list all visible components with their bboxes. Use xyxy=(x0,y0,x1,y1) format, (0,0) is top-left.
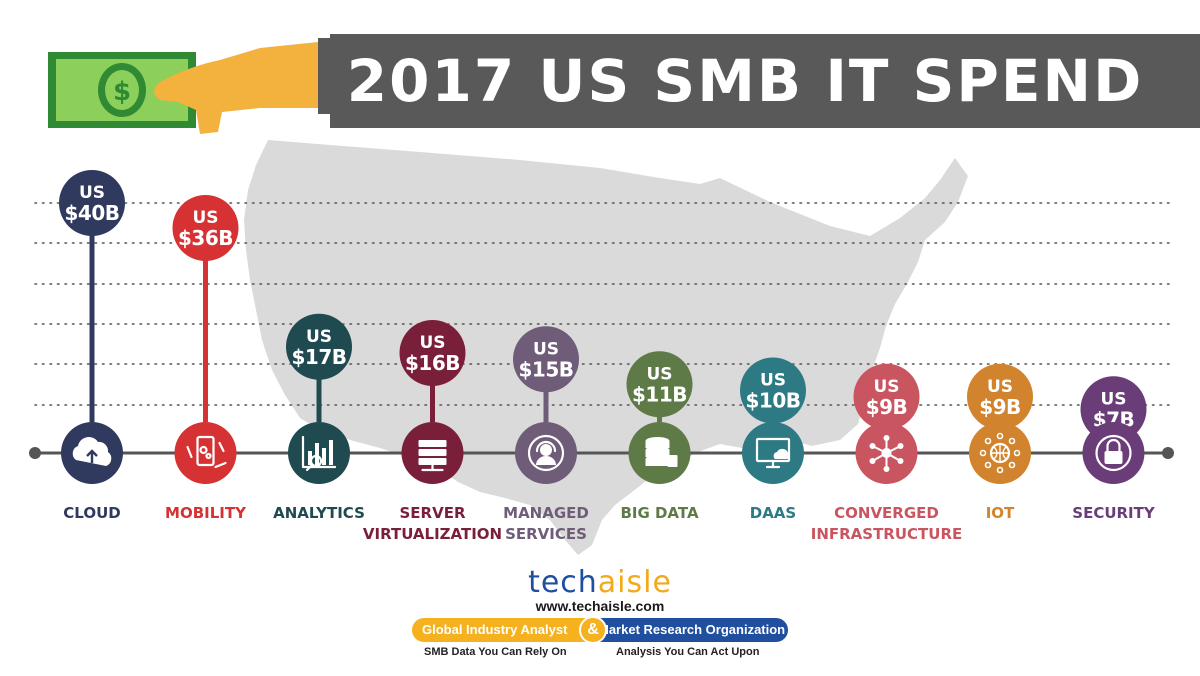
category-label: CONVERGED xyxy=(834,504,939,522)
logo-part-aisle: aisle xyxy=(597,565,672,600)
server-icon xyxy=(418,440,447,472)
tagline-left: SMB Data You Can Rely On xyxy=(424,646,567,658)
value-prefix-label: US xyxy=(1100,389,1126,409)
title-banner xyxy=(330,34,1200,128)
value-bubble xyxy=(626,351,693,418)
headset-icon xyxy=(527,434,565,472)
value-prefix-label: US xyxy=(760,371,786,391)
value-prefix-label: US xyxy=(533,339,559,359)
tagline-pill: Global Industry Analyst Market Research … xyxy=(412,616,788,644)
category-label: IOT xyxy=(986,504,1015,522)
pill-right-text: Market Research Organization xyxy=(598,618,788,642)
chart-bar-group: US$11B BIG DATA xyxy=(620,351,699,522)
value-bubble xyxy=(513,326,579,393)
pill-ampersand: & xyxy=(579,616,607,644)
axis-end-dot xyxy=(1162,447,1174,459)
value-prefix-label: US xyxy=(873,377,899,397)
globe-network-icon xyxy=(979,432,1021,474)
value-label: $11B xyxy=(632,382,687,406)
chart-bar-group: US$36B MOBILITY xyxy=(165,195,247,522)
value-prefix-label: US xyxy=(79,183,105,203)
value-prefix-label: US xyxy=(419,333,445,353)
category-label: VIRTUALIZATION xyxy=(363,525,502,543)
chart-bar-group: US$9B IOT xyxy=(967,363,1033,522)
category-label: CLOUD xyxy=(63,504,120,522)
category-label: MOBILITY xyxy=(165,504,247,522)
cloud-icon xyxy=(72,437,112,466)
page-title: 2017 US SMB IT SPEND xyxy=(346,47,1144,115)
axis-end-dot xyxy=(29,447,41,459)
value-bubble xyxy=(967,363,1033,430)
category-label: MANAGED xyxy=(503,504,589,522)
value-bubble xyxy=(172,195,239,261)
logo-part-tech: tech xyxy=(528,565,598,600)
category-label: ANALYTICS xyxy=(273,504,365,522)
value-label: $15B xyxy=(519,357,574,381)
value-label: $9B xyxy=(979,395,1021,419)
pill-left-text: Global Industry Analyst xyxy=(412,618,602,642)
category-label: SECURITY xyxy=(1072,504,1156,522)
category-icon-circle xyxy=(742,422,804,484)
logo-wordmark: techaisle xyxy=(400,566,800,600)
analytics-icon xyxy=(301,435,337,472)
value-bubble xyxy=(399,320,466,386)
category-label: INFRASTRUCTURE xyxy=(811,525,963,543)
chart-bar-group: US$10B DAAS xyxy=(740,357,806,522)
value-bubble xyxy=(286,313,352,380)
value-prefix-label: US xyxy=(646,364,672,384)
category-label: SERVICES xyxy=(505,525,587,543)
value-bubble xyxy=(59,170,125,236)
chart-bar-group: US$17B ANALYTICS xyxy=(273,313,365,522)
category-label: SERVER xyxy=(399,504,465,522)
network-hub-icon xyxy=(869,435,904,472)
svg-text:$: $ xyxy=(113,77,131,107)
lock-icon xyxy=(1095,434,1132,472)
category-label: BIG DATA xyxy=(620,504,699,522)
value-prefix-label: US xyxy=(306,327,332,347)
value-label: $40B xyxy=(65,201,120,225)
tagline-right: Analysis You Can Act Upon xyxy=(616,646,760,658)
value-prefix-label: US xyxy=(987,377,1013,397)
mobility-icon xyxy=(186,435,227,469)
value-label: $9B xyxy=(866,395,908,419)
chart-bar-group: US$9B CONVERGED INFRASTRUCTURE xyxy=(811,363,963,543)
value-prefix-label: US xyxy=(192,208,218,228)
value-label: $10B xyxy=(746,389,801,413)
monitor-cloud-icon xyxy=(755,437,791,469)
value-bubble xyxy=(853,363,920,430)
database-icon xyxy=(645,437,678,467)
category-label: DAAS xyxy=(750,504,796,522)
value-label: $17B xyxy=(292,345,347,369)
value-label: $36B xyxy=(178,226,233,250)
techaisle-logo: techaisle www.techaisle.com xyxy=(400,566,800,615)
value-label: $16B xyxy=(405,351,460,375)
chart-bar-group: US$16B SERVER VIRTUALIZATION xyxy=(363,320,502,543)
chart-bar-group: US$15B MANAGED SERVICES xyxy=(503,326,589,543)
value-bubble xyxy=(1080,376,1147,443)
chart-bar-group: US$40B CLOUD xyxy=(59,170,125,522)
value-bubble xyxy=(740,357,806,424)
website-url: www.techaisle.com xyxy=(535,598,665,614)
